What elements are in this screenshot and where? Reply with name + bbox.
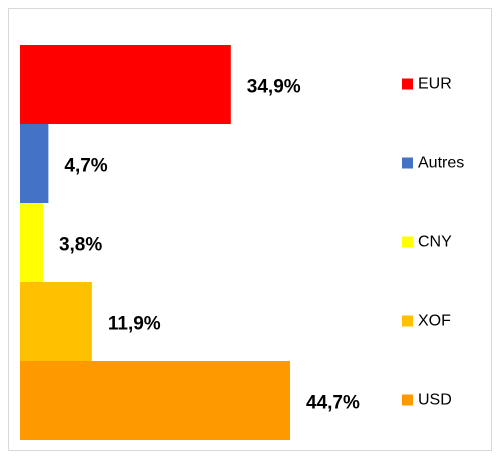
- bar: [20, 282, 92, 361]
- data-label: 4,7%: [64, 156, 107, 177]
- bar: [20, 124, 49, 203]
- legend-swatch: [402, 315, 413, 327]
- legend-label: USD: [418, 392, 452, 409]
- bar: [20, 45, 231, 124]
- data-label: 3,8%: [59, 235, 102, 256]
- data-label: 11,9%: [108, 314, 161, 335]
- legend-label: EUR: [418, 76, 452, 93]
- legend-label: CNY: [418, 234, 452, 251]
- bar: [20, 361, 290, 440]
- legend-label: Autres: [418, 155, 464, 172]
- legend-swatch: [402, 236, 413, 248]
- legend-swatch: [402, 78, 413, 90]
- legend-label: XOF: [418, 313, 451, 330]
- data-label: 34,9%: [247, 77, 301, 98]
- legend-swatch: [402, 157, 413, 169]
- data-label: 44,7%: [306, 393, 360, 414]
- legend-swatch: [402, 394, 413, 406]
- bar: [20, 203, 43, 282]
